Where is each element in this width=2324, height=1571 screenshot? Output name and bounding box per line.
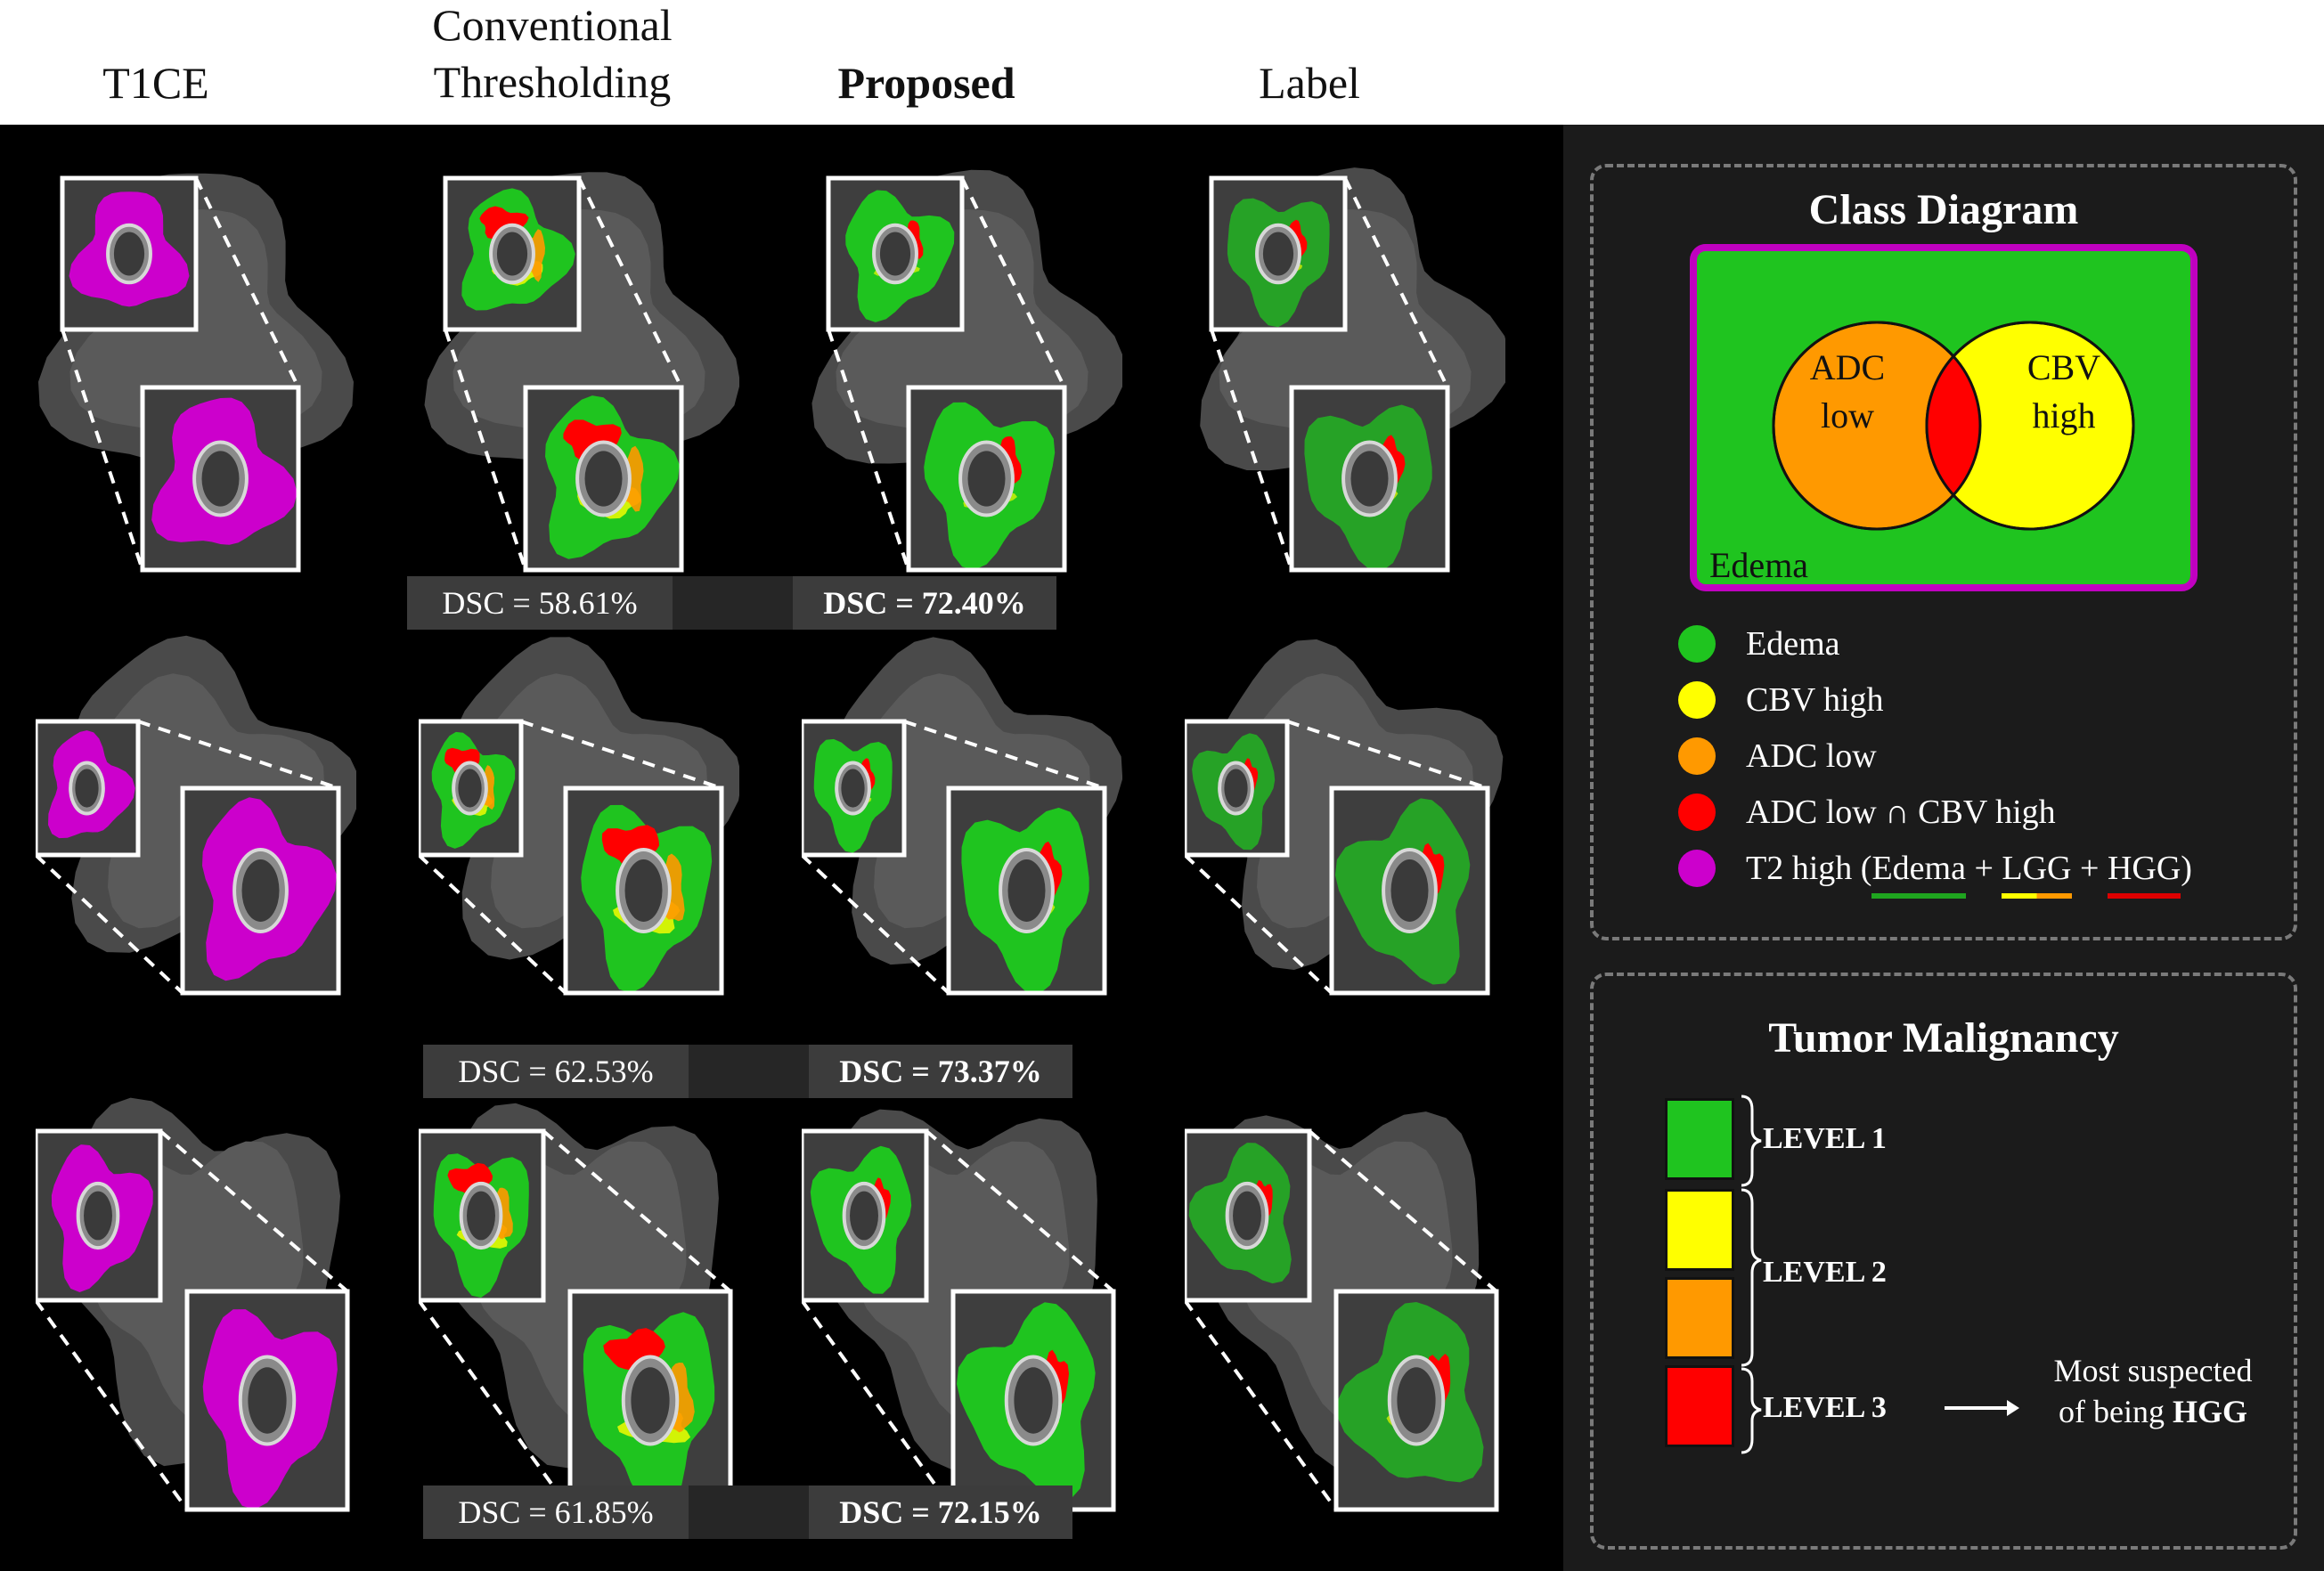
header-proposed: Proposed xyxy=(837,58,1015,108)
legend-both-label: ADC low ∩ CBV high xyxy=(1746,794,2056,831)
t2-high-dot-icon xyxy=(1678,850,1716,887)
mri-label-row2 xyxy=(1185,639,1504,996)
header-conventional-line2: Thresholding xyxy=(433,57,672,107)
level2-yellow-box xyxy=(1665,1189,1734,1271)
mri-conventional-row2 xyxy=(419,637,739,996)
class-diagram-title: Class Diagram xyxy=(1808,186,2079,233)
class-diagram-panel: Class Diagram ADC low CBV high Edema Ede… xyxy=(1590,164,2297,940)
legend-both: ADC low ∩ CBV high xyxy=(1678,790,2056,834)
legend-adc-low: ADC low xyxy=(1678,734,1877,778)
legend-cbv-high-label: CBV high xyxy=(1746,681,1884,719)
level2-orange-box xyxy=(1665,1277,1734,1359)
level1-green-box xyxy=(1665,1098,1734,1180)
legend-cbv-high: CBV high xyxy=(1678,678,1884,722)
dsc-row1-conventional: DSC = 58.61% xyxy=(407,576,673,630)
venn-diagram: ADC low CBV high Edema xyxy=(1690,244,2198,591)
tumor-malignancy-panel: Tumor Malignancy LEVEL 1 LEVEL 2 LEVEL 3… xyxy=(1590,973,2297,1550)
legend-adc-low-label: ADC low xyxy=(1746,737,1877,775)
mri-proposed-row2 xyxy=(802,637,1122,996)
mri-label-row1 xyxy=(1200,167,1505,573)
header-t1ce: T1CE xyxy=(102,58,209,108)
cbv-high-dot-icon xyxy=(1678,681,1716,719)
arrow-right-icon xyxy=(1945,1400,2019,1416)
adc-label-line2: low xyxy=(1821,395,1874,435)
legend-edema: Edema xyxy=(1678,622,1840,666)
level-brackets xyxy=(1741,1095,1762,1454)
hgg-note: Most suspected of being HGG xyxy=(2019,1350,2287,1432)
mri-label-row3 xyxy=(1185,1111,1499,1512)
both-dot-icon xyxy=(1678,794,1716,831)
level1-label: LEVEL 1 xyxy=(1763,1122,1887,1155)
legend-t2-high-label: T2 high (Edema + LGG + HGG) xyxy=(1746,849,2192,899)
cbv-label-line1: CBV xyxy=(2027,347,2100,387)
tumor-malignancy-title: Tumor Malignancy xyxy=(1768,1014,2119,1062)
hgg-note-line1: Most suspected xyxy=(2053,1353,2253,1388)
cbv-label-line2: high xyxy=(2032,395,2095,435)
legend-edema-label: Edema xyxy=(1746,625,1840,663)
level3-red-box xyxy=(1665,1365,1734,1447)
mri-proposed-row1 xyxy=(811,169,1122,573)
edema-dot-icon xyxy=(1678,625,1716,663)
mri-conventional-row1 xyxy=(424,172,739,573)
dsc-row3-gap xyxy=(689,1486,809,1539)
dsc-row1-gap xyxy=(673,576,793,630)
dsc-row2-proposed: DSC = 73.37% xyxy=(809,1045,1072,1098)
hgg-note-line2: of being HGG xyxy=(2059,1394,2247,1429)
mri-t1ce-row3 xyxy=(36,1097,350,1512)
segmentation-grid: DSC = 58.61% DSC = 72.40% DSC = 62.53% D… xyxy=(0,125,1563,1571)
level2-label: LEVEL 2 xyxy=(1763,1256,1887,1289)
dsc-row3-conventional: DSC = 61.85% xyxy=(423,1486,689,1539)
header-label: Label xyxy=(1259,58,1360,108)
legend-sidebar: Class Diagram ADC low CBV high Edema Ede… xyxy=(1563,125,2324,1571)
adc-low-dot-icon xyxy=(1678,737,1716,775)
mri-proposed-row3 xyxy=(802,1109,1116,1512)
header-conventional-line1: Conventional xyxy=(432,0,673,50)
dsc-row3-proposed: DSC = 72.15% xyxy=(809,1486,1072,1539)
mri-conventional-row3 xyxy=(419,1103,733,1512)
level3-label: LEVEL 3 xyxy=(1763,1391,1887,1424)
dsc-row1-proposed: DSC = 72.40% xyxy=(793,576,1056,630)
mri-t1ce-row2 xyxy=(36,635,356,996)
dsc-row2-conventional: DSC = 62.53% xyxy=(423,1045,689,1098)
mri-t1ce-row1 xyxy=(38,173,354,573)
legend-t2-high: T2 high (Edema + LGG + HGG) xyxy=(1678,846,2192,899)
dsc-row2-gap xyxy=(689,1045,809,1098)
adc-label-line1: ADC xyxy=(1810,347,1885,387)
edema-label: Edema xyxy=(1709,545,1808,585)
